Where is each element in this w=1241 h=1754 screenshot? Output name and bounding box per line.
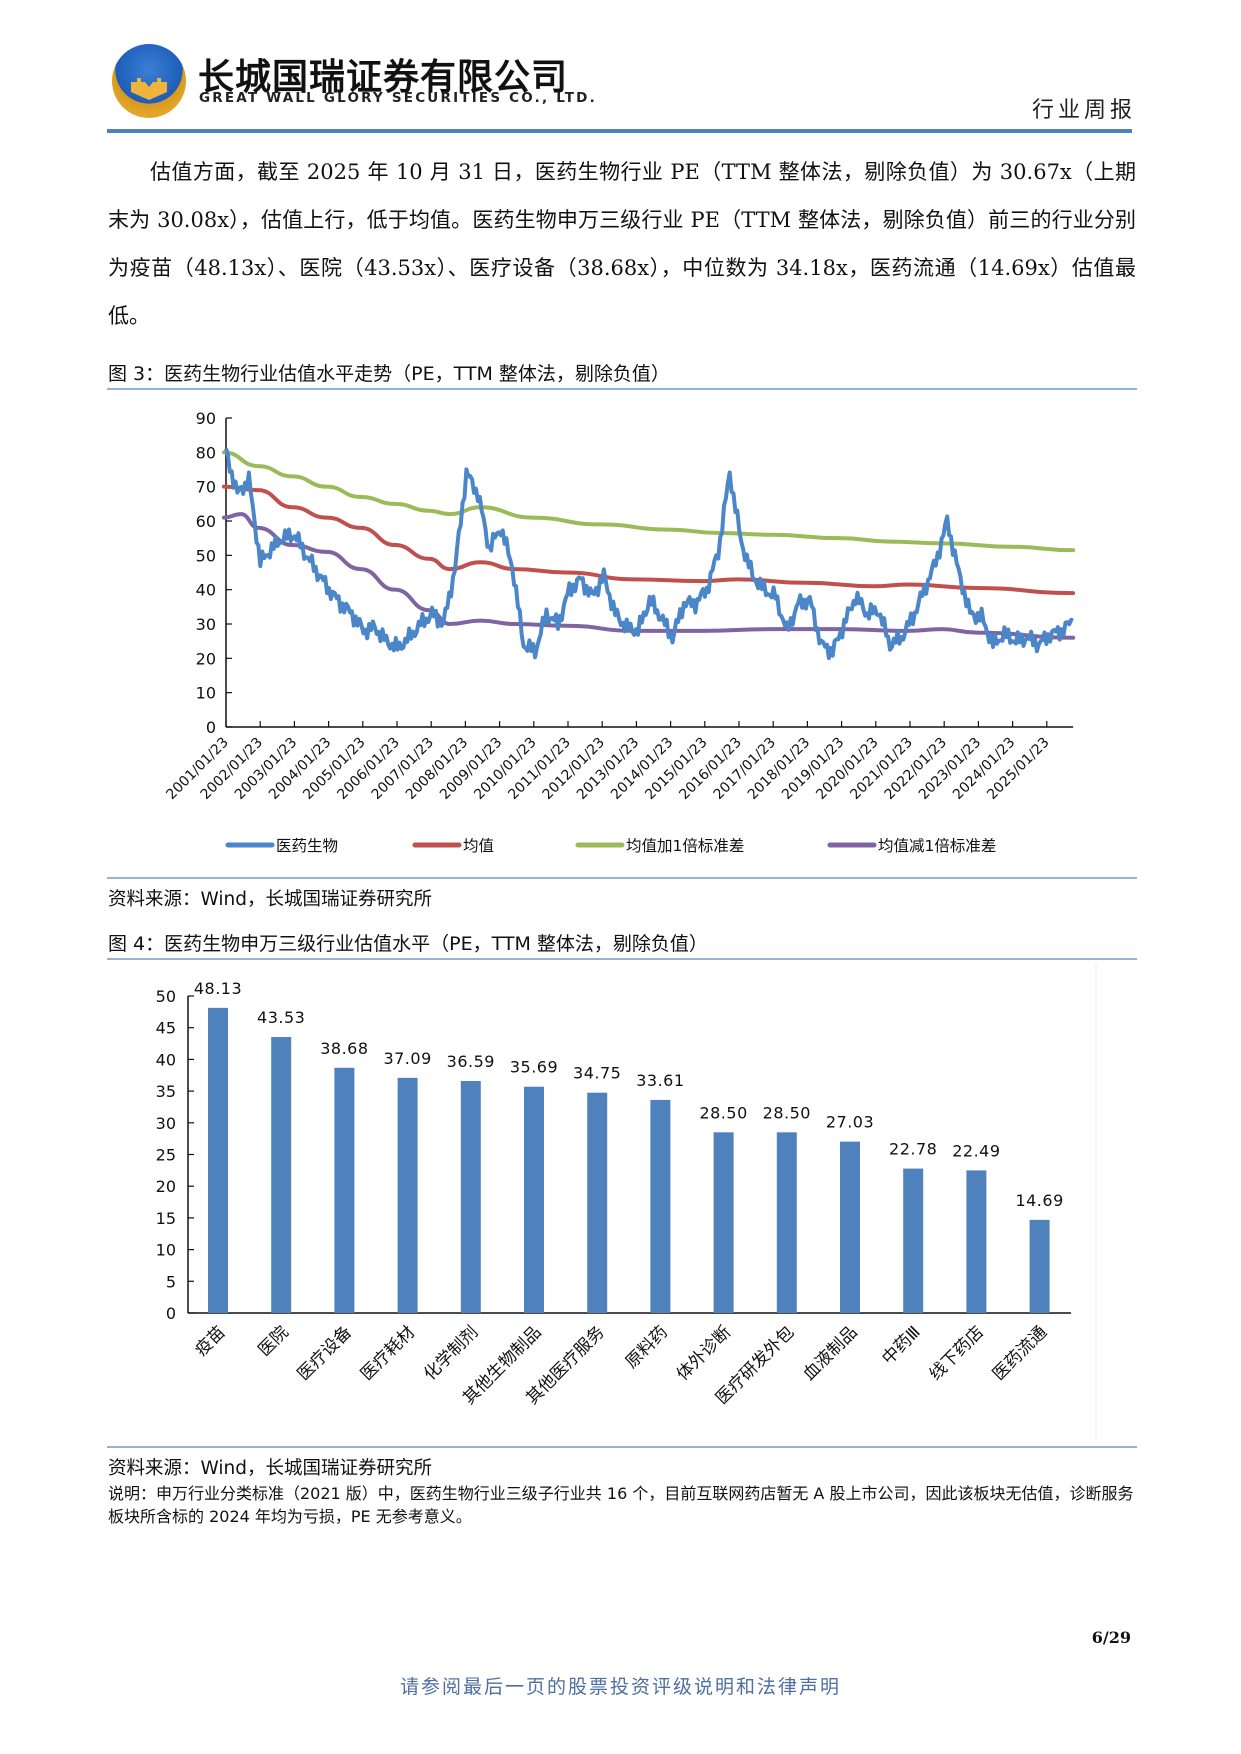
bar-value-label: 27.03 [826, 1113, 874, 1132]
y-tick-label: 0 [166, 1304, 176, 1323]
category-label: 医疗耗材 [357, 1322, 419, 1384]
valuation-paragraph: 估值方面，截至 2025 年 10 月 31 日，医药生物行业 PE（TTM 整… [108, 148, 1136, 340]
y-tick-label: 10 [196, 684, 216, 703]
figure3-bottom-rule [107, 877, 1137, 879]
report-type: 行业周报 [1031, 98, 1136, 123]
y-tick-label: 10 [156, 1241, 176, 1260]
y-tick-label: 20 [196, 649, 216, 668]
bar-value-label: 43.53 [257, 1008, 305, 1027]
y-tick-label: 30 [156, 1114, 176, 1133]
bar [840, 1141, 860, 1313]
pe-trend-line-chart: 0 10 20 30 40 50 60 70 80 90 2001/01/232002/01/23… [163, 409, 1076, 855]
bar-value-label: 36.59 [447, 1052, 495, 1071]
category-label: 线下药店 [926, 1322, 988, 1384]
legend-label: 均值加1倍标准差 [626, 837, 744, 855]
line-series [221, 484, 1076, 596]
y-tick-label: 40 [156, 1050, 176, 1069]
bar [650, 1099, 671, 1313]
bar-value-label: 28.50 [699, 1103, 747, 1122]
industry-pe-bar-chart: 0 5 10 15 20 25 30 35 40 45 50 48.13 43.53 38.68 37.0… [156, 964, 1097, 1440]
bar-value-label: 22.49 [952, 1141, 1000, 1160]
category-label: 体外诊断 [673, 1322, 735, 1384]
company-name-en: GREAT WALL GLORY SECURITIES CO., LTD. [199, 90, 597, 106]
footer-disclaimer: 请参阅最后一页的股票投资评级说明和法律声明 [399, 1676, 841, 1698]
y-tick-label: 25 [156, 1146, 176, 1165]
bar [271, 1037, 292, 1313]
category-label: 血液制品 [799, 1322, 861, 1384]
legend-label: 均值 [463, 837, 494, 855]
paragraph-text: 估值方面，截至 2025 年 10 月 31 日，医药生物行业 PE（TTM 整… [108, 160, 1136, 328]
company-name-cn: 长城国瑞证券有限公司 [198, 57, 569, 98]
line-chart-legend: 医药生物 均值 均值加1倍标准差 均值减1倍标准差 [225, 837, 996, 855]
bar-value-label: 14.69 [1015, 1191, 1063, 1210]
bar [903, 1168, 924, 1313]
bar-value-label: 33.61 [636, 1071, 684, 1090]
figure3-source: 资料来源：Wind，长城国瑞证券研究所 [108, 889, 432, 910]
y-tick-label: 0 [206, 718, 216, 737]
figure4-source: 资料来源：Wind，长城国瑞证券研究所 [108, 1458, 432, 1479]
bar-value-label: 34.75 [573, 1064, 621, 1083]
figure4-top-rule [107, 958, 1137, 960]
bar [1029, 1219, 1050, 1313]
pe-line-series [224, 448, 1074, 661]
bar [966, 1170, 987, 1313]
bar-value-label: 22.78 [889, 1140, 937, 1159]
figure4-bottom-rule [107, 1446, 1137, 1448]
y-tick-label: 15 [156, 1209, 176, 1228]
company-logo-icon [112, 44, 186, 118]
figure4-note: 说明：申万行业分类标准（2021 版）中，医药生物行业三级子行业共 16 个，目… [108, 1484, 1134, 1526]
legend-label: 均值减1倍标准差 [878, 837, 996, 855]
page-number: 6/29 [1091, 1628, 1131, 1647]
line-chart-x-labels: 2001/01/232002/01/232003/01/232004/01/23… [163, 735, 1052, 803]
y-tick-label: 80 [196, 443, 216, 462]
bar [334, 1067, 355, 1313]
y-tick-label: 20 [156, 1177, 176, 1196]
bar-chart-bars: 48.13 43.53 38.68 37.09 36.59 35.69 34.75 33.61… [194, 979, 1063, 1313]
bar-chart-axes: 0 5 10 15 20 25 30 35 40 45 50 [156, 987, 1071, 1323]
category-label: 疫苗 [191, 1322, 229, 1360]
bar-value-label: 38.68 [320, 1039, 368, 1058]
y-tick-label: 50 [196, 546, 216, 565]
figure3-title: 图 3：医药生物行业估值水平走势（PE，TTM 整体法，剔除负值） [108, 363, 670, 385]
bar [713, 1132, 734, 1313]
legend-label: 医药生物 [276, 837, 338, 855]
bar [587, 1092, 608, 1313]
bar [460, 1081, 481, 1313]
figure4-title: 图 4：医药生物申万三级行业估值水平（PE，TTM 整体法，剔除负值） [108, 933, 708, 955]
header-divider [107, 129, 1132, 133]
bar [524, 1086, 544, 1313]
y-tick-label: 5 [166, 1272, 176, 1291]
category-label: 医院 [255, 1322, 293, 1360]
line-series [221, 450, 1076, 553]
y-tick-label: 70 [196, 478, 216, 497]
category-label: 医药流通 [989, 1322, 1051, 1384]
bar-value-label: 28.50 [763, 1103, 811, 1122]
bar [776, 1132, 797, 1313]
bar [397, 1077, 418, 1313]
y-tick-label: 30 [196, 615, 216, 634]
y-tick-label: 50 [156, 987, 176, 1006]
bar-value-label: 48.13 [194, 979, 242, 998]
category-label: 医疗设备 [294, 1322, 356, 1384]
line-chart-series [221, 448, 1076, 661]
line-chart-axes: 0 10 20 30 40 50 60 70 80 90 [196, 409, 1074, 737]
bar-value-label: 35.69 [510, 1058, 558, 1077]
bar-value-label: 37.09 [383, 1049, 431, 1068]
y-tick-label: 60 [196, 512, 216, 531]
figure3-top-rule [107, 388, 1137, 390]
y-tick-label: 35 [156, 1082, 176, 1101]
category-label: 化学制剂 [420, 1322, 482, 1384]
y-tick-label: 45 [156, 1019, 176, 1038]
y-tick-label: 40 [196, 581, 216, 600]
great-wall-icon [131, 78, 167, 100]
y-tick-label: 90 [196, 409, 216, 428]
category-label: 原料药 [622, 1322, 672, 1372]
bar [208, 1007, 228, 1313]
category-label: 中药Ⅲ [878, 1322, 924, 1368]
